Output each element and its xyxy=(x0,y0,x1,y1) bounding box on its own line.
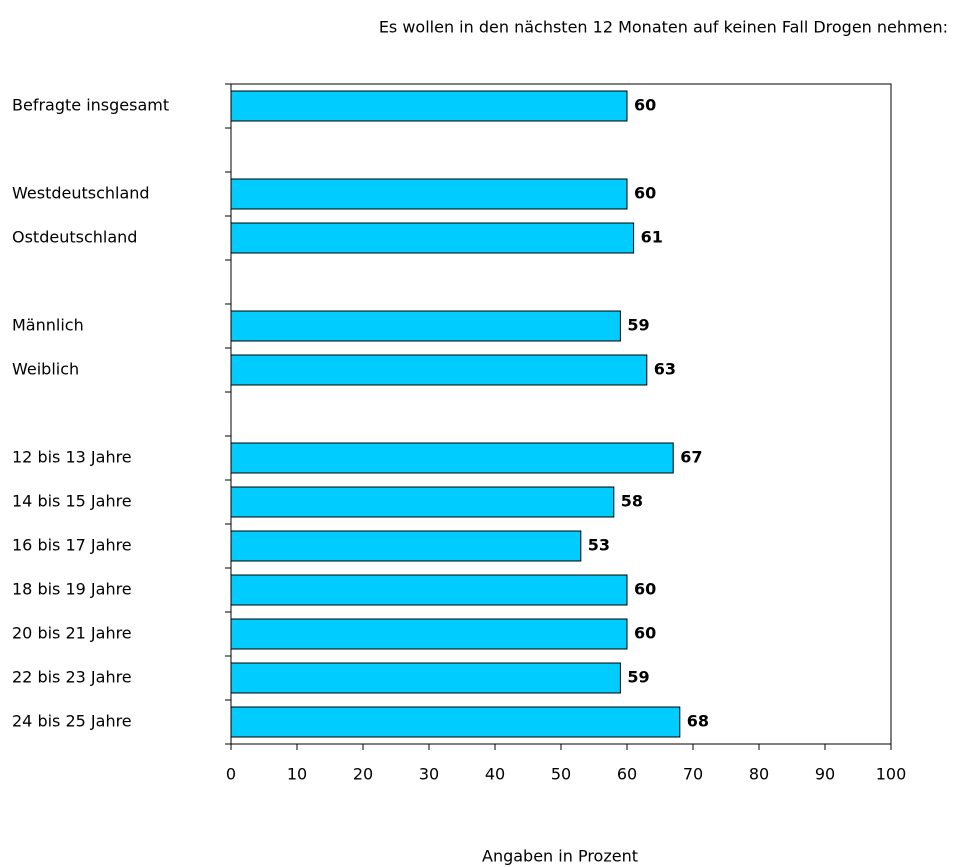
x-tick-label: 90 xyxy=(815,765,835,784)
x-tick-label: 30 xyxy=(419,765,439,784)
bar xyxy=(230,310,621,342)
value-label: 63 xyxy=(654,360,676,379)
bar xyxy=(230,90,628,122)
value-label: 59 xyxy=(627,316,649,335)
bar xyxy=(230,486,615,518)
x-tick-label: 10 xyxy=(287,765,307,784)
value-label: 60 xyxy=(634,184,656,203)
x-tick-label: 0 xyxy=(226,765,236,784)
x-axis-label: Angaben in Prozent xyxy=(482,847,638,866)
y-tick-label: Befragte insgesamt xyxy=(12,96,169,115)
y-tick-label: Weiblich xyxy=(12,360,79,379)
y-tick-label: 22 bis 23 Jahre xyxy=(12,668,132,687)
x-tick-label: 60 xyxy=(617,765,637,784)
bar xyxy=(230,530,582,562)
y-tick-label: 18 bis 19 Jahre xyxy=(12,580,132,599)
y-tick-label: 16 bis 17 Jahre xyxy=(12,536,132,555)
value-label: 68 xyxy=(687,712,709,731)
bar xyxy=(230,178,628,210)
bar xyxy=(230,354,648,386)
y-tick-label: 24 bis 25 Jahre xyxy=(12,712,132,731)
value-label: 60 xyxy=(634,624,656,643)
bar xyxy=(230,442,674,474)
value-label: 53 xyxy=(588,536,610,555)
bar xyxy=(230,706,681,738)
value-label: 67 xyxy=(680,448,702,467)
value-label: 58 xyxy=(621,492,643,511)
x-tick-label: 70 xyxy=(683,765,703,784)
x-tick-label: 20 xyxy=(353,765,373,784)
x-tick-label: 50 xyxy=(551,765,571,784)
bar xyxy=(230,574,628,606)
value-label: 60 xyxy=(634,96,656,115)
y-tick-label: 12 bis 13 Jahre xyxy=(12,448,132,467)
x-tick-label: 100 xyxy=(876,765,907,784)
value-label: 60 xyxy=(634,580,656,599)
bar xyxy=(230,222,635,254)
y-tick-label: Männlich xyxy=(12,316,84,335)
y-tick-label: 20 bis 21 Jahre xyxy=(12,624,132,643)
y-tick-label: 14 bis 15 Jahre xyxy=(12,492,132,511)
chart-title: Es wollen in den nächsten 12 Monaten auf… xyxy=(379,18,948,37)
y-tick-label: Westdeutschland xyxy=(12,184,150,203)
y-tick-label: Ostdeutschland xyxy=(12,228,137,247)
bar xyxy=(230,662,621,694)
x-tick-label: 40 xyxy=(485,765,505,784)
value-label: 59 xyxy=(627,668,649,687)
value-label: 61 xyxy=(641,228,663,247)
x-tick-label: 80 xyxy=(749,765,769,784)
bar xyxy=(230,618,628,650)
